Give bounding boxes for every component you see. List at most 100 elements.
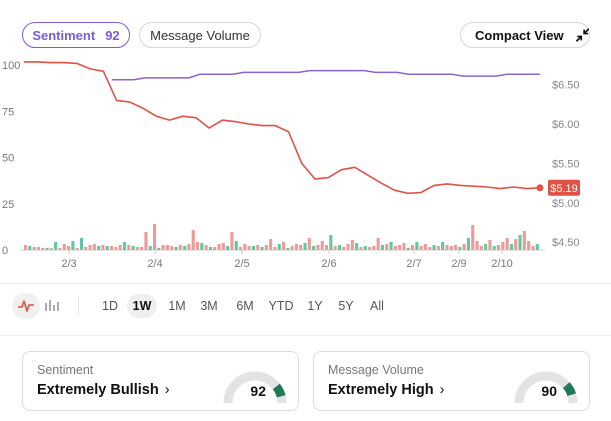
volume-bar bbox=[243, 244, 247, 250]
volume-bar bbox=[178, 245, 182, 250]
volume-bar bbox=[122, 242, 126, 250]
message-volume-card[interactable]: Message Volume Extremely High › 90 bbox=[313, 351, 590, 411]
message-volume-toggle-label: Message Volume bbox=[150, 27, 250, 43]
volume-bar bbox=[411, 245, 415, 250]
volume-bar bbox=[307, 238, 311, 250]
volume-bar bbox=[54, 242, 58, 250]
volume-bar bbox=[269, 239, 273, 250]
message-volume-card-title: Message Volume bbox=[328, 363, 424, 377]
range-3m[interactable]: 3M bbox=[200, 299, 218, 313]
volume-bar bbox=[454, 245, 458, 250]
volume-bar bbox=[187, 244, 191, 250]
volume-bar bbox=[316, 245, 320, 250]
price-badge bbox=[548, 179, 580, 196]
message-volume-card-value: Extremely High › bbox=[328, 382, 444, 398]
volume-bar bbox=[170, 246, 174, 250]
chevron-right-icon: › bbox=[439, 382, 445, 398]
volume-bar bbox=[264, 245, 268, 250]
x-tick-label: 2/9 bbox=[451, 258, 466, 270]
sentiment-toggle-label: Sentiment bbox=[32, 27, 96, 43]
sentiment-price-chart[interactable]: $5.19 0 25 50 75 100 $4.50 $5.00 $5.50 $6.00 $6.5… bbox=[0, 55, 611, 275]
volume-bar bbox=[131, 246, 135, 250]
volume-bar bbox=[531, 246, 535, 250]
range-all[interactable]: All bbox=[370, 299, 384, 313]
volume-bar bbox=[355, 243, 359, 250]
volume-bar bbox=[432, 245, 436, 250]
volume-bar bbox=[88, 245, 92, 250]
range-1m[interactable]: 1M bbox=[168, 299, 186, 313]
price-tick-label: $4.50 bbox=[552, 237, 580, 249]
volume-bar bbox=[79, 238, 83, 250]
range-1w[interactable]: 1W bbox=[127, 294, 157, 318]
x-tick-label: 2/5 bbox=[234, 258, 249, 270]
volume-bar bbox=[28, 246, 32, 250]
y-tick-label: 25 bbox=[2, 199, 14, 211]
volume-bar bbox=[196, 242, 200, 250]
volume-bar bbox=[458, 247, 462, 250]
range-1y[interactable]: 1Y bbox=[307, 299, 323, 313]
volume-bar bbox=[337, 245, 341, 250]
volume-bar bbox=[153, 224, 157, 250]
volume-bar bbox=[406, 248, 410, 250]
sentiment-card-title: Sentiment bbox=[37, 363, 94, 377]
volume-bar bbox=[299, 245, 303, 250]
volume-bar bbox=[183, 246, 187, 250]
price-dot bbox=[536, 184, 544, 192]
volume-bar bbox=[204, 245, 208, 250]
volume-bar bbox=[342, 247, 346, 250]
volume-bar bbox=[423, 244, 427, 250]
bar-chart-toggle[interactable] bbox=[38, 293, 66, 319]
volume-bar bbox=[282, 242, 286, 250]
range-1d[interactable]: 1D bbox=[102, 299, 118, 313]
x-tick-label: 2/4 bbox=[147, 258, 162, 270]
chart-lines: $5.19 bbox=[24, 61, 580, 196]
volume-bar bbox=[208, 247, 212, 250]
volume-bar bbox=[372, 246, 376, 250]
sentiment-toggle[interactable]: Sentiment 92 bbox=[22, 22, 130, 48]
line-chart-toggle[interactable] bbox=[12, 293, 40, 319]
volume-bar bbox=[251, 246, 255, 250]
volume-bar bbox=[58, 248, 62, 250]
volume-bar bbox=[200, 243, 204, 250]
x-tick-label: 2/3 bbox=[61, 258, 76, 270]
price-tick-label: $6.00 bbox=[552, 119, 580, 131]
volume-bar bbox=[527, 241, 531, 250]
volume-bar bbox=[497, 245, 501, 250]
volume-bar bbox=[462, 244, 466, 250]
range-6m[interactable]: 6M bbox=[236, 299, 254, 313]
range-ytd[interactable]: YTD bbox=[268, 299, 294, 313]
y-tick-label: 100 bbox=[2, 60, 20, 72]
volume-bar bbox=[239, 247, 243, 250]
compact-view-button[interactable]: Compact View bbox=[460, 22, 590, 48]
volume-bar bbox=[380, 245, 384, 250]
toggle-separator bbox=[78, 296, 79, 316]
volume-bar bbox=[62, 244, 66, 250]
volume-bar bbox=[92, 244, 96, 250]
volume-bar bbox=[479, 246, 483, 250]
volume-bar bbox=[165, 245, 169, 250]
volume-bar bbox=[303, 243, 307, 250]
volume-bar bbox=[389, 242, 393, 250]
volume-bar bbox=[144, 232, 148, 250]
sentiment-score: 92 bbox=[250, 383, 266, 399]
volume-bar bbox=[213, 247, 217, 250]
volume-bar bbox=[191, 230, 195, 250]
volume-bar bbox=[376, 238, 380, 250]
message-volume-toggle[interactable]: Message Volume bbox=[139, 22, 261, 48]
volume-bar bbox=[294, 244, 298, 250]
y-tick-label: 75 bbox=[2, 106, 14, 118]
volume-bar bbox=[363, 246, 367, 250]
volume-bar bbox=[286, 248, 290, 250]
price-line bbox=[24, 61, 541, 195]
volume-bar bbox=[402, 243, 406, 250]
sentiment-line bbox=[112, 69, 540, 81]
sentiment-toggle-value: 92 bbox=[105, 27, 120, 43]
message-volume-score: 90 bbox=[541, 383, 557, 399]
sentiment-card[interactable]: Sentiment Extremely Bullish › 92 bbox=[22, 351, 299, 411]
range-5y[interactable]: 5Y bbox=[338, 299, 354, 313]
volume-bar bbox=[333, 246, 337, 250]
current-price-label: $5.19 bbox=[550, 183, 578, 195]
volume-bar bbox=[277, 244, 281, 250]
volume-bar bbox=[174, 247, 178, 250]
volume-bar bbox=[501, 242, 505, 250]
